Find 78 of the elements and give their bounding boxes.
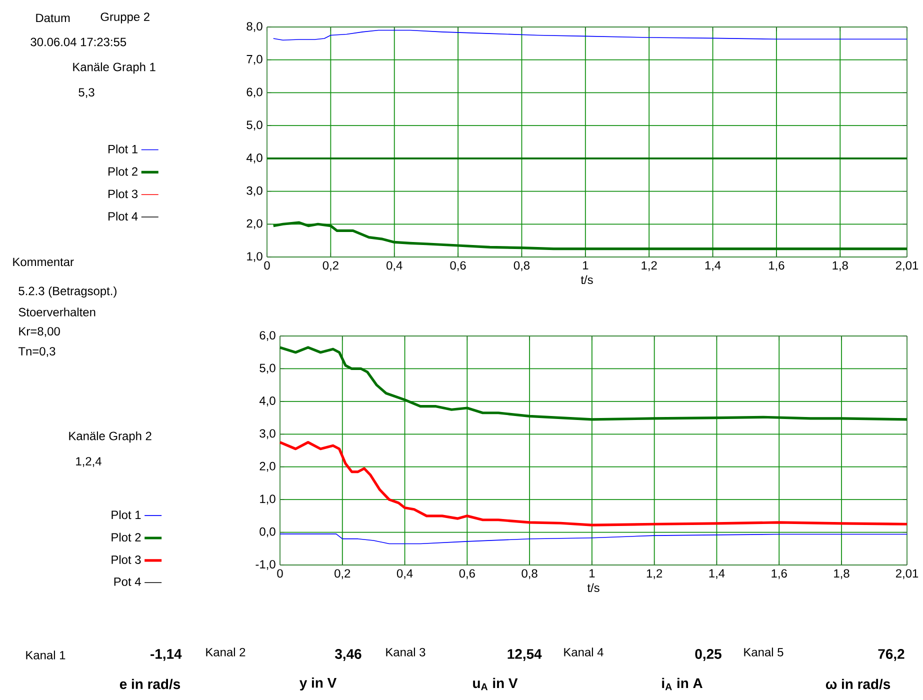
x-tick-label: 1,6 (769, 261, 784, 272)
x-tick-label: 2,01 (896, 569, 918, 580)
legend-label: Plot 3 (112, 555, 141, 564)
x-tick-label: 1,6 (772, 569, 787, 580)
text: Kanal 4 (564, 648, 604, 656)
legend-label: Plot 2 (108, 166, 138, 176)
text: Datum (36, 14, 70, 22)
text: 12,54 (508, 649, 542, 661)
line-series (280, 534, 908, 544)
x-tick-label: 0,2 (334, 569, 350, 580)
y-tick-label: 3,0 (260, 429, 276, 440)
y-tick-label: 3,0 (246, 186, 262, 196)
text: 0,25 (695, 649, 722, 661)
text: 76,2 (878, 649, 904, 661)
legend-label: Pot 4 (114, 578, 141, 586)
line-series (278, 346, 908, 421)
y-tick-label: 8,0 (246, 22, 262, 32)
x-tick-label: 0,2 (322, 261, 338, 272)
text: i$_{A}$ in A (662, 678, 702, 690)
x-tick-label: 0,4 (386, 261, 402, 272)
text: 1,2,4 (76, 457, 102, 467)
legend-label: Plot 1 (108, 144, 138, 154)
text: Kommentar (13, 258, 74, 266)
text: Kanal 1 (26, 650, 66, 660)
x-tick-label: 1,8 (832, 261, 848, 272)
y-tick-label: 4,0 (246, 153, 262, 164)
x-tick-label: 1 (590, 569, 595, 578)
text: ω in rad/s (826, 678, 890, 690)
text: Stoerverhalten (18, 308, 96, 316)
y-tick-label: 1,0 (247, 252, 262, 262)
x-tick-label: 0,4 (396, 569, 413, 580)
y-tick-label: 6,0 (260, 331, 276, 341)
legend-label: Plot 2 (112, 532, 141, 542)
x-tick-label: 1,4 (705, 261, 721, 271)
text: Kanäle Graph 2 (69, 431, 152, 443)
y-tick-label: 4,0 (259, 396, 276, 406)
text: u$_{A}$ in V (473, 678, 518, 690)
x-tick-label: 1 (582, 261, 588, 270)
text: Kanal 2 (206, 648, 246, 656)
x-tick-label: 0 (264, 261, 270, 270)
x-tick-label: 1,4 (709, 569, 725, 579)
x-tick-label: 0,6 (450, 261, 466, 272)
text: Kr=8,00 (19, 327, 60, 337)
y-tick-label: 1,0 (260, 494, 276, 505)
x-tick-label: 1,2 (646, 569, 662, 580)
text: 5,3 (78, 88, 94, 98)
text: Gruppe 2 (100, 12, 150, 24)
x-axis-title: t/s (587, 583, 600, 592)
x-tick-label: 0,8 (514, 261, 530, 272)
text: y in V (300, 678, 337, 691)
line-series (278, 441, 908, 526)
y-tick-label: -1,0 (256, 560, 276, 570)
x-tick-label: 0,6 (459, 569, 475, 580)
y-tick-label: 2,0 (260, 462, 276, 472)
x-tick-label: 0 (277, 569, 283, 578)
x-tick-label: 2,01 (896, 261, 918, 272)
text: Kanäle Graph 1 (73, 62, 156, 74)
text: Tn=0,3 (18, 347, 56, 357)
legend-label: Plot 3 (108, 189, 138, 198)
text: 30.06.04 17:23:55 (30, 38, 126, 46)
text: 3,46 (334, 649, 362, 661)
y-tick-label: 0,0 (260, 527, 276, 538)
text: Kanal 3 (386, 648, 426, 656)
x-tick-label: 1,8 (834, 569, 850, 580)
x-tick-label: 1,2 (642, 261, 657, 272)
y-tick-label: 7,0 (246, 54, 262, 65)
text: Kanal 5 (744, 648, 784, 656)
y-tick-label: 5,0 (246, 120, 262, 131)
y-tick-label: 2,0 (246, 219, 262, 230)
y-tick-label: 6,0 (246, 88, 262, 98)
text: e in rad/s (120, 678, 180, 690)
legend-label: Plot 4 (108, 212, 138, 221)
legend-label: Plot 1 (112, 510, 141, 520)
text: 5.2.3 (Betragsopt.) (18, 286, 116, 298)
y-tick-label: 5,0 (260, 364, 276, 374)
x-tick-label: 0,8 (522, 569, 538, 580)
text: -1,14 (150, 649, 182, 661)
x-axis-title: t/s (580, 275, 593, 284)
